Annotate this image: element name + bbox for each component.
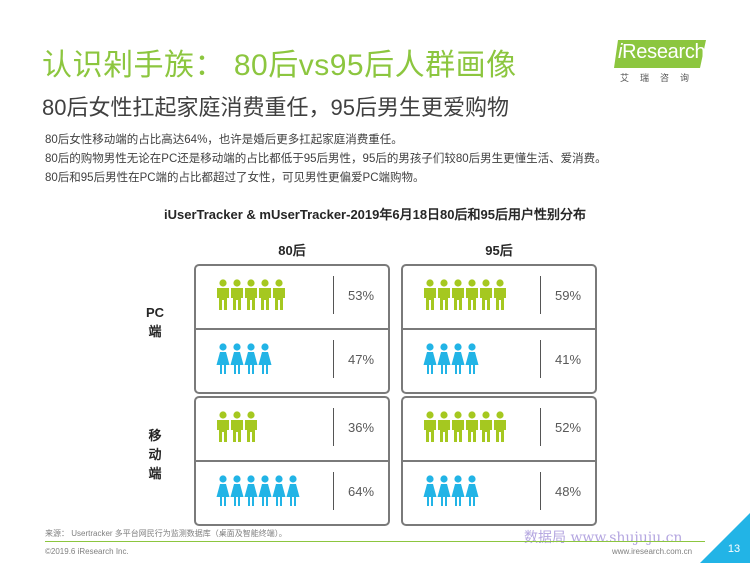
- page-subtitle: 80后女性扛起家庭消费重任，95后男生更爱购物: [42, 95, 509, 120]
- panel-pc-80: 53% 47%: [194, 264, 390, 394]
- row-header-mobile: 移 动 端: [148, 428, 162, 481]
- female-person-icon: [465, 475, 479, 506]
- male-person-icon: [273, 279, 285, 310]
- female-percentage: 48%: [554, 484, 582, 499]
- female-person-icon: [451, 343, 465, 374]
- female-percentage: 47%: [347, 352, 375, 367]
- panel-mobile-95: 52% 48%: [401, 396, 597, 526]
- cell-divider: [333, 472, 334, 510]
- iresearch-logo: iResearch 艾瑞咨询: [614, 40, 714, 88]
- male-cell: 53%: [196, 266, 388, 328]
- cell-divider: [540, 408, 541, 446]
- male-person-icon: [438, 279, 450, 310]
- male-person-icon: [231, 411, 243, 442]
- column-header-80: 80后: [278, 243, 306, 258]
- cell-divider: [540, 276, 541, 314]
- panel-mobile-80: 36% 64%: [194, 396, 390, 526]
- male-person-icon: [217, 411, 229, 442]
- female-person-icon: [244, 343, 258, 374]
- panel-pc-95: 59% 41%: [401, 264, 597, 394]
- cell-divider: [333, 340, 334, 378]
- male-person-icon: [480, 411, 492, 442]
- female-person-icon: [244, 475, 258, 506]
- female-person-icon: [465, 343, 479, 374]
- male-person-icon: [452, 411, 464, 442]
- female-person-icon: [258, 343, 272, 374]
- cell-divider: [333, 408, 334, 446]
- male-person-icon: [424, 411, 436, 442]
- footer-divider: [45, 541, 705, 542]
- female-person-icon: [258, 475, 272, 506]
- female-person-icon: [230, 475, 244, 506]
- male-person-icon: [245, 411, 257, 442]
- panel-divider: [401, 328, 597, 330]
- logo-badge-icon: [614, 40, 706, 68]
- female-icon-group: [423, 475, 479, 507]
- female-icon-group: [423, 343, 479, 375]
- panel-divider: [194, 328, 390, 330]
- male-person-icon: [494, 279, 506, 310]
- male-person-icon: [259, 279, 271, 310]
- female-person-icon: [216, 475, 230, 506]
- female-icon-group: [216, 475, 300, 507]
- female-person-icon: [286, 475, 300, 506]
- female-person-icon: [230, 343, 244, 374]
- female-person-icon: [272, 475, 286, 506]
- column-header-95: 95后: [485, 243, 513, 258]
- male-person-icon: [245, 279, 257, 310]
- male-person-icon: [480, 279, 492, 310]
- description-line-3: 80后和95后男性在PC端的占比都超过了女性，可见男性更偏爱PC端购物。: [45, 172, 425, 184]
- chart-title: iUserTracker & mUserTracker-2019年6月18日80…: [164, 207, 586, 222]
- female-person-icon: [451, 475, 465, 506]
- copyright-text: ©2019.6 iResearch Inc.: [45, 547, 129, 556]
- female-person-icon: [437, 343, 451, 374]
- cell-divider: [333, 276, 334, 314]
- panel-divider: [194, 460, 390, 462]
- panel-divider: [401, 460, 597, 462]
- logo-wordmark: iResearch: [618, 41, 706, 63]
- cell-divider: [540, 340, 541, 378]
- male-icon-group: [216, 411, 258, 443]
- male-icon-group: [423, 411, 507, 443]
- page-title: 认识剁手族： 80后vs95后人群画像: [42, 49, 517, 82]
- male-cell: 59%: [403, 266, 595, 328]
- page-number: 13: [727, 543, 741, 555]
- male-person-icon: [438, 411, 450, 442]
- description-line-1: 80后女性移动端的占比高达64%，也许是婚后更多扛起家庭消费重任。: [45, 134, 403, 146]
- female-person-icon: [216, 343, 230, 374]
- male-percentage: 52%: [554, 420, 582, 435]
- male-person-icon: [217, 279, 229, 310]
- male-cell: 36%: [196, 398, 388, 460]
- female-person-icon: [423, 475, 437, 506]
- logo-subtitle: 艾瑞咨询: [620, 73, 701, 83]
- male-percentage: 53%: [347, 288, 375, 303]
- corner-triangle-icon: [700, 513, 750, 563]
- male-person-icon: [452, 279, 464, 310]
- description-line-2: 80后的购物男性无论在PC还是移动端的占比都低于95后男性，95后的男孩子们较8…: [45, 153, 607, 165]
- source-note: 来源： Usertracker 多平台网民行为监测数据库（桌面及智能终端）。: [45, 529, 287, 538]
- female-cell: 47%: [196, 330, 388, 392]
- female-cell: 48%: [403, 462, 595, 524]
- cell-divider: [540, 472, 541, 510]
- female-person-icon: [423, 343, 437, 374]
- male-percentage: 36%: [347, 420, 375, 435]
- male-person-icon: [231, 279, 243, 310]
- female-person-icon: [437, 475, 451, 506]
- female-percentage: 64%: [347, 484, 375, 499]
- male-icon-group: [423, 279, 507, 311]
- female-percentage: 41%: [554, 352, 582, 367]
- female-cell: 41%: [403, 330, 595, 392]
- male-person-icon: [424, 279, 436, 310]
- female-cell: 64%: [196, 462, 388, 524]
- website-text: www.iresearch.com.cn: [612, 547, 693, 556]
- male-percentage: 59%: [554, 288, 582, 303]
- male-person-icon: [466, 411, 478, 442]
- male-person-icon: [466, 279, 478, 310]
- male-cell: 52%: [403, 398, 595, 460]
- watermark-text: 数据局 www.shujuju.cn: [524, 530, 683, 546]
- female-icon-group: [216, 343, 272, 375]
- row-header-pc: PC 端: [145, 305, 165, 339]
- male-icon-group: [216, 279, 286, 311]
- male-person-icon: [494, 411, 506, 442]
